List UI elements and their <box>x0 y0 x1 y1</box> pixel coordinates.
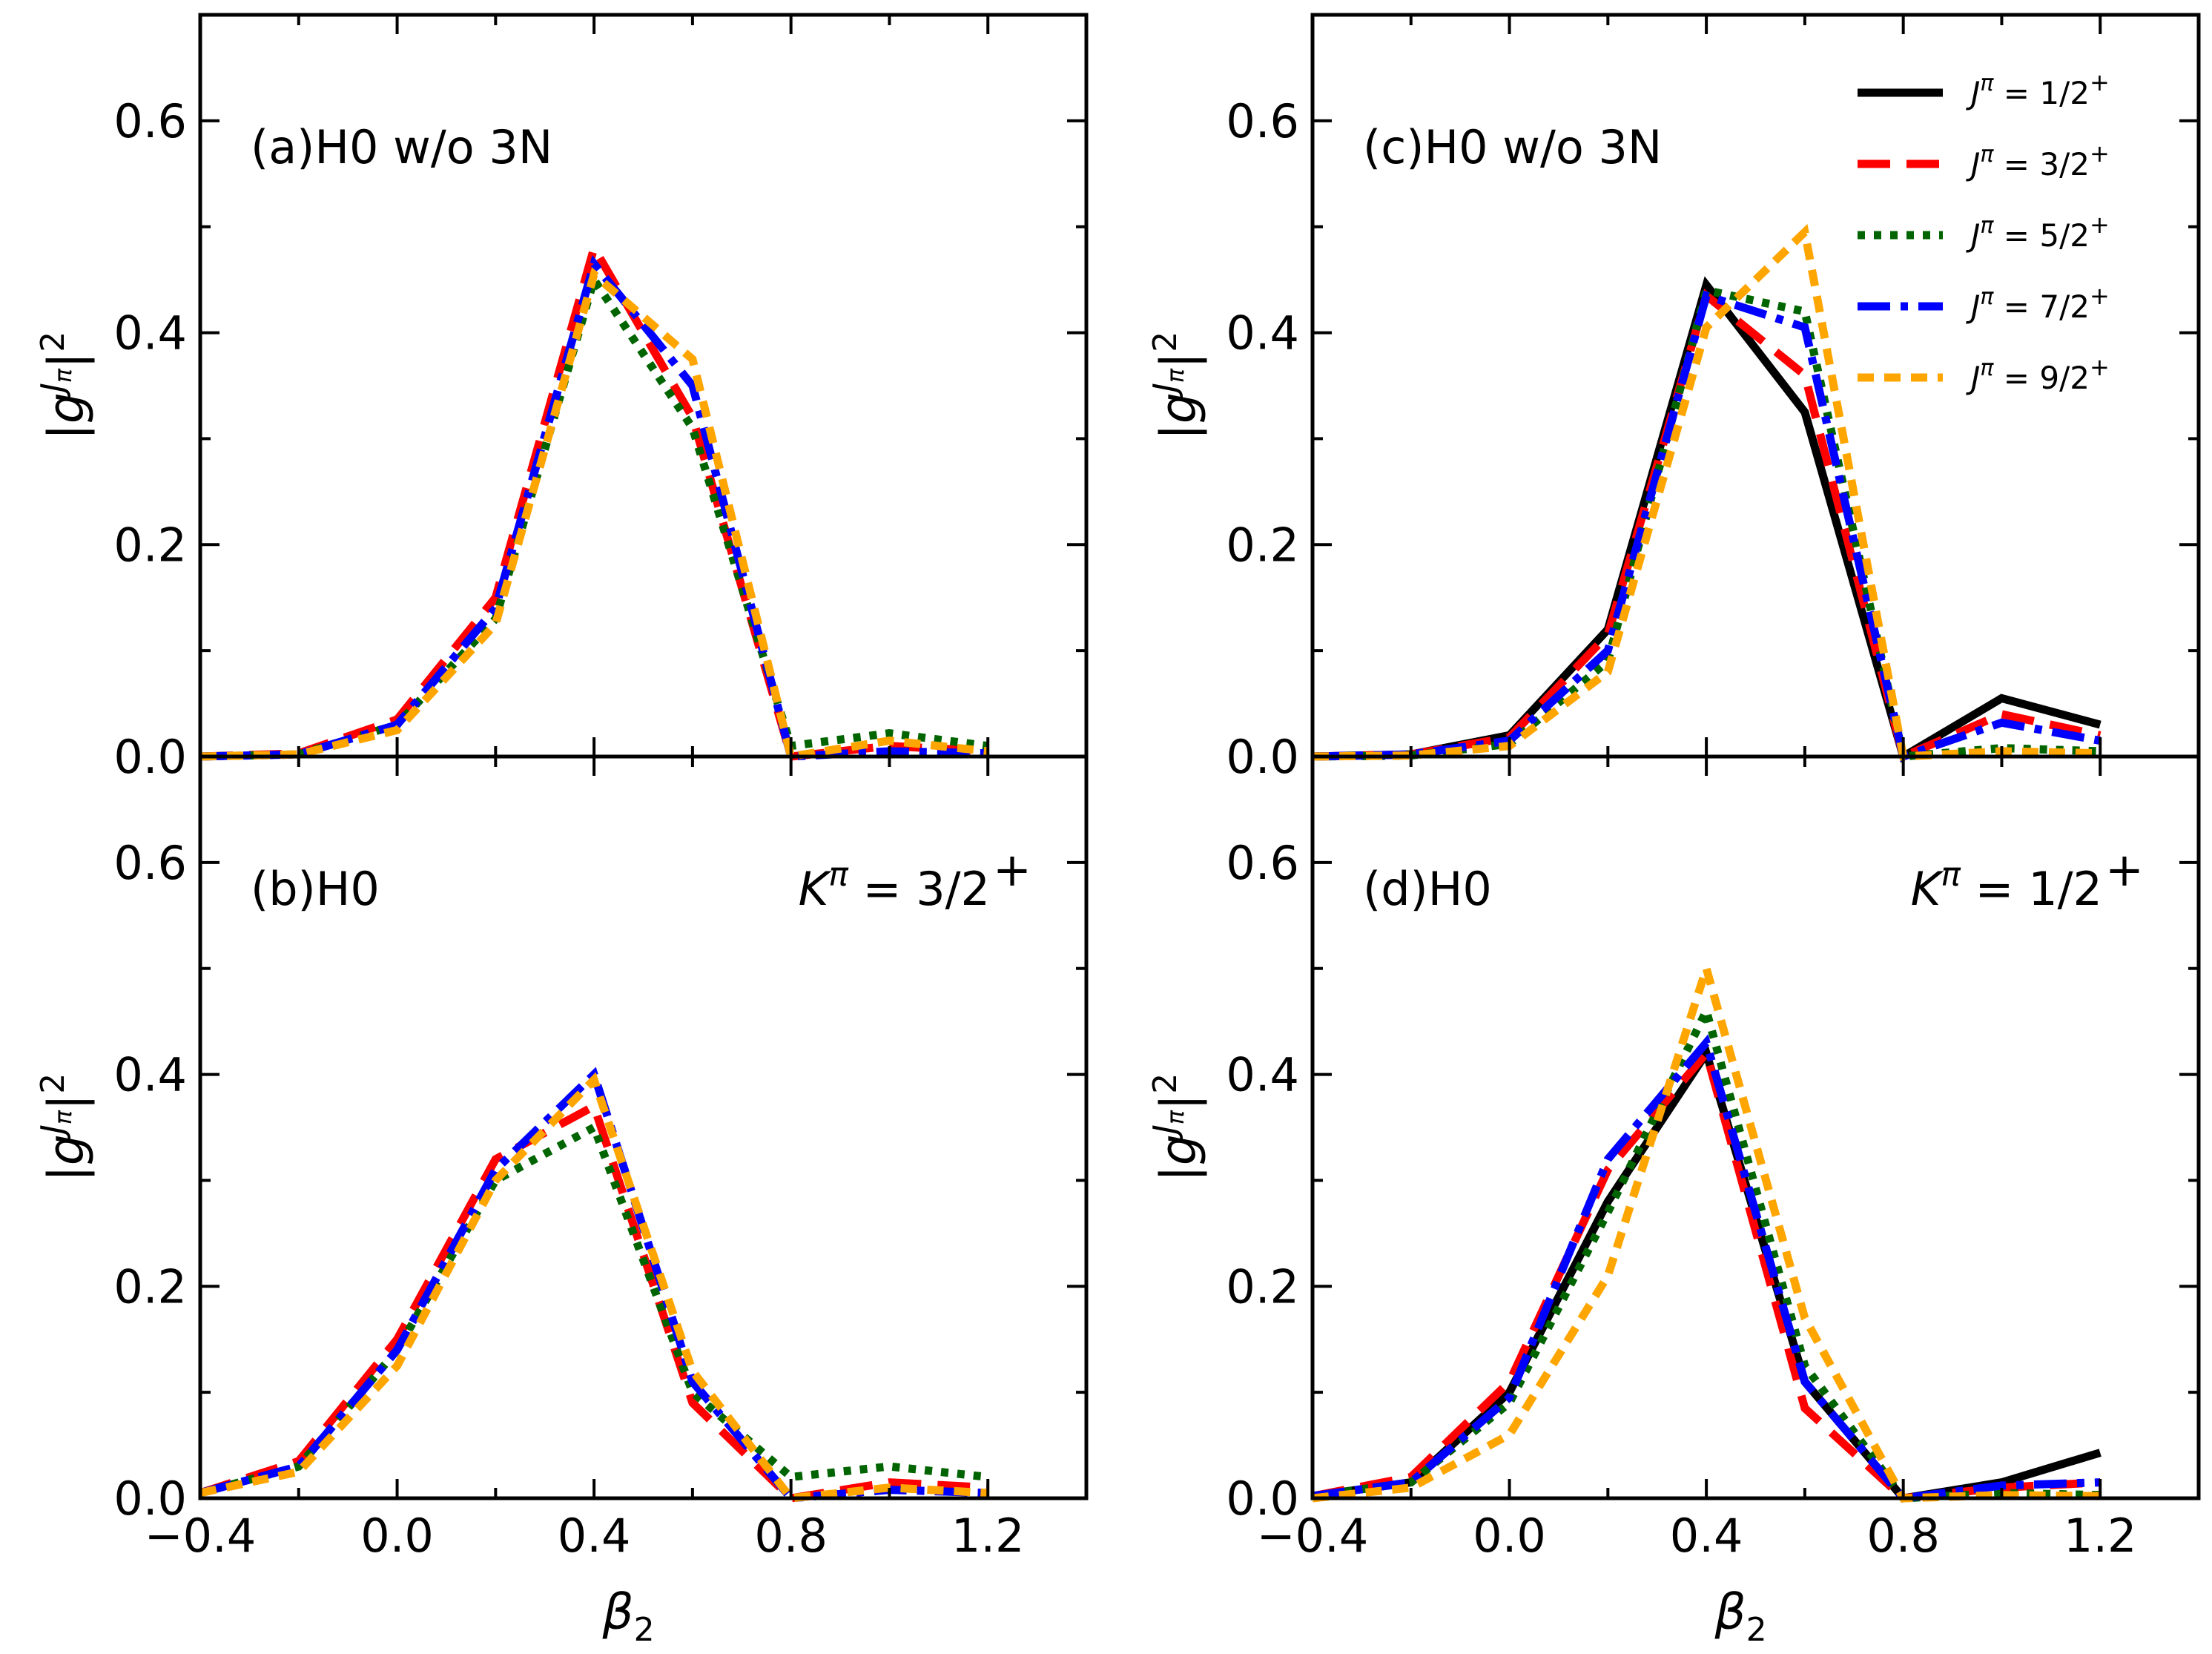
series-line-a-j92 <box>199 267 988 762</box>
y-tick-label: 0.4 <box>113 306 187 360</box>
axes-frame-d <box>1310 754 2201 1500</box>
legend-item-j32: Jπ = 3/2+ <box>1858 139 2110 182</box>
y-tick-label: 0.6 <box>113 836 187 890</box>
legend-label: Jπ = 3/2+ <box>1966 139 2110 182</box>
k-pi-parity-d: + <box>2105 843 2144 897</box>
y-tick-label: 0.0 <box>1226 730 1299 784</box>
y-axis-label: |gJπ|2 <box>34 332 95 441</box>
panel-label-a: (a)H0 w/o 3N <box>251 120 552 174</box>
series-line-d-j92 <box>1312 954 2101 1503</box>
series-line-c-j92 <box>1312 223 2101 761</box>
legend-item-j12: Jπ = 1/2+ <box>1858 68 2110 111</box>
x-tick-label: 0.0 <box>360 1509 434 1563</box>
panel-b: −0.4 0.0 0.4 0.8 1.20.00.20.40.6|gJπ|2β2(b)H… <box>34 754 1089 1649</box>
series-line-d-j32 <box>1311 1044 2101 1503</box>
legend-label: Jπ = 1/2+ <box>1966 68 2110 111</box>
series-line-c-j72 <box>1312 290 2102 762</box>
y-tick-label: 0.4 <box>1226 306 1299 360</box>
x-tick-label: −0.4 <box>1257 1509 1369 1563</box>
series-line-d-j52 <box>1312 999 2101 1503</box>
x-tick-label: 1.2 <box>2064 1509 2137 1563</box>
k-pi-label-b: Kπ = 3/2 <box>799 856 990 916</box>
k-pi-label-d: Kπ = 1/2 <box>1911 856 2102 916</box>
x-tick-label: 0.0 <box>1473 1509 1546 1563</box>
panel-c: 0.0 0.2 0.4 0.6 |gJπ|2 (c)H0 w/o 3N <box>1146 13 2201 784</box>
y-tick-label: 0.2 <box>1226 1259 1299 1314</box>
panel-d: −0.4 0.0 0.4 0.8 1.20.00.20.40.6|gJπ|2β2(d)H… <box>1146 754 2201 1649</box>
series-line-b-j92 <box>199 1072 988 1503</box>
x-tick-label: −0.4 <box>145 1509 257 1563</box>
y-tick-label: 0.0 <box>113 730 187 784</box>
panel-a: 0.0 0.2 0.4 0.6 |gJπ|2 (a)H0 w/o 3N <box>34 13 1089 784</box>
y-tick-label: 0.4 <box>113 1048 187 1102</box>
x-tick-label: 0.4 <box>558 1509 631 1563</box>
series-line-d-j12 <box>1312 1044 2102 1503</box>
x-tick-label: 0.4 <box>1670 1509 1743 1563</box>
y-tick-label: 0.0 <box>113 1472 187 1526</box>
y-tick-label: 0.2 <box>113 518 187 572</box>
legend: Jπ = 1/2+ Jπ = 3/2+ Jπ = 5/2+ Jπ = 7/2+ Jπ =… <box>1858 68 2110 396</box>
y-tick-label: 0.0 <box>1226 1472 1299 1526</box>
panel-label-b: (b)H0 <box>251 862 380 916</box>
legend-label: Jπ = 5/2+ <box>1966 211 2110 254</box>
legend-item-j92: Jπ = 9/2+ <box>1858 353 2110 396</box>
panel-label-d: (d)H0 <box>1363 862 1492 916</box>
y-axis-label: |gJπ|2 <box>1146 1073 1207 1182</box>
y-tick-label: 0.6 <box>1226 836 1299 890</box>
y-axis-label: |gJπ|2 <box>1146 332 1207 441</box>
x-axis-label: β2 <box>1714 1584 1766 1649</box>
series-line-d-j72 <box>1312 1034 2101 1503</box>
legend-item-j52: Jπ = 5/2+ <box>1858 211 2110 254</box>
legend-label: Jπ = 7/2+ <box>1966 282 2110 325</box>
series-line-a-j52 <box>199 270 988 761</box>
y-tick-label: 0.6 <box>113 94 187 148</box>
panel-label-c: (c)H0 w/o 3N <box>1363 120 1662 174</box>
y-axis-label: |gJπ|2 <box>34 1073 95 1182</box>
series-line-a-j32 <box>199 237 988 761</box>
x-tick-label: 1.2 <box>951 1509 1025 1563</box>
y-tick-label: 0.4 <box>1226 1048 1299 1102</box>
axes-frame-b <box>198 754 1089 1500</box>
k-pi-parity-b: + <box>993 843 1031 897</box>
y-tick-label: 0.2 <box>113 1259 187 1314</box>
panels-group: 0.00.20.40.6|gJπ|2(a)H0 w/o 3N0.00.20.40… <box>34 13 2201 1649</box>
x-tick-label: 0.8 <box>754 1509 828 1563</box>
y-tick-label: 0.2 <box>1226 518 1299 572</box>
x-axis-label: β2 <box>601 1584 654 1649</box>
series-line-a-j72 <box>199 255 988 761</box>
y-tick-label: 0.6 <box>1226 94 1299 148</box>
legend-label: Jπ = 9/2+ <box>1966 353 2110 396</box>
x-tick-label: 0.8 <box>1866 1509 1940 1563</box>
legend-item-j72: Jπ = 7/2+ <box>1858 282 2110 325</box>
